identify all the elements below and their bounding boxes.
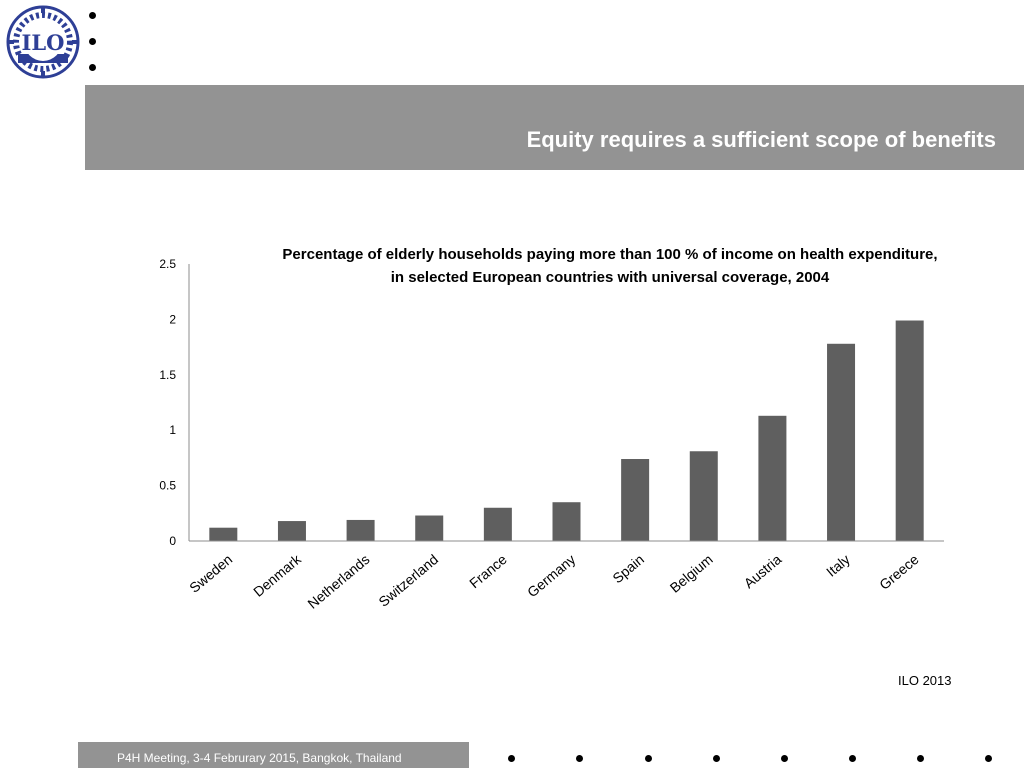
bar-france [483,507,512,541]
chart-title-line-2: in selected European countries with univ… [390,269,830,286]
footer-text: P4H Meeting, 3-4 Februrary 2015, Bangkok… [117,751,402,765]
x-tick-label-sweden: Sweden [186,551,235,596]
footer-bullet [985,755,992,762]
x-tick-label-belgium: Belgium [667,551,716,596]
footer-band: P4H Meeting, 3-4 Februrary 2015, Bangkok… [78,742,469,768]
bar-denmark [277,521,306,541]
y-tick-label: 2 [169,312,176,326]
footer-bullet [917,755,924,762]
bar-spain [621,459,650,541]
x-tick-label-greece: Greece [876,551,922,593]
bar-sweden [209,527,238,541]
y-tick-label: 1 [169,423,176,437]
x-tick-label-spain: Spain [609,551,647,586]
chart-title-line-1: Percentage of elderly households paying … [282,246,938,263]
ilo-logo: ILO [6,5,80,79]
title-band: Equity requires a sufficient scope of be… [85,85,1024,170]
x-tick-label-austria: Austria [741,551,785,591]
y-tick-label: 0 [169,534,176,548]
footer-bullet [713,755,720,762]
header-bullet [89,12,96,19]
x-tick-label-france: France [466,551,510,591]
logo-text: ILO [22,30,65,55]
x-tick-label-denmark: Denmark [250,550,305,599]
x-tick-label-netherlands: Netherlands [304,551,372,612]
footer-bullet [849,755,856,762]
x-tick-label-switzerland: Switzerland [375,551,441,610]
bar-belgium [689,451,718,541]
footer-bullet [508,755,515,762]
chart-title: Percentage of elderly households paying … [200,243,1020,289]
y-tick-label: 0.5 [159,479,176,493]
footer-bullet [576,755,583,762]
bar-austria [758,415,787,541]
slide-title: Equity requires a sufficient scope of be… [526,127,996,152]
source-note: ILO 2013 [898,673,952,688]
bar-greece [895,320,924,541]
bar-italy [827,343,856,541]
bar-switzerland [415,515,444,541]
x-tick-label-germany: Germany [524,551,578,600]
bar-netherlands [346,519,375,541]
footer-bullet [645,755,652,762]
x-tick-label-italy: Italy [823,551,853,580]
y-tick-label: 2.5 [159,257,176,271]
header-bullet [89,38,96,45]
header-bullet [89,64,96,71]
footer-bullet [781,755,788,762]
bar-germany [552,502,581,541]
y-tick-label: 1.5 [159,368,176,382]
